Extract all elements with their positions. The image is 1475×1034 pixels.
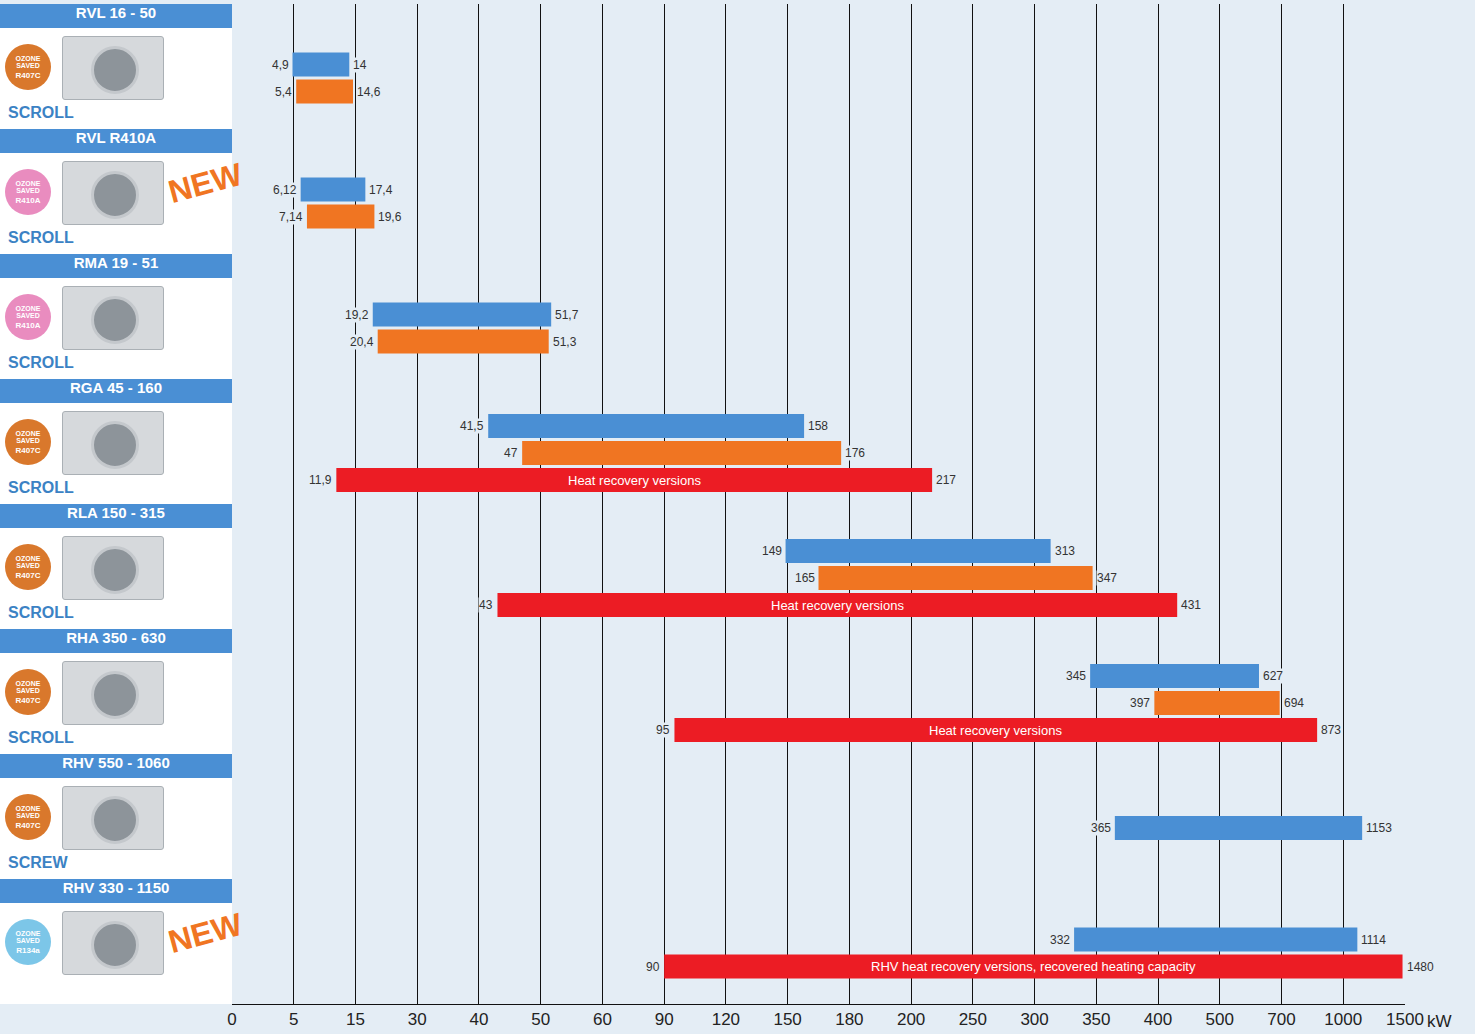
svg-text:500: 500 bbox=[1206, 1010, 1234, 1029]
svg-text:149: 149 bbox=[762, 544, 782, 558]
html-text:OZONE SAVED: OZONE SAVED bbox=[15, 929, 41, 944]
svg-text:20,4: 20,4 bbox=[350, 335, 374, 349]
svg-text:95: 95 bbox=[656, 723, 670, 737]
svg-text:350: 350 bbox=[1082, 1010, 1110, 1029]
html-text:SCROLL: SCROLL bbox=[8, 104, 74, 121]
svg-text:365: 365 bbox=[1091, 821, 1111, 835]
html-text:OZONE SAVED: OZONE SAVED bbox=[15, 679, 41, 694]
svg-text:47: 47 bbox=[504, 446, 518, 460]
html-text:RMA 19 - 51: RMA 19 - 51 bbox=[73, 254, 159, 271]
html-text:NEW: NEW bbox=[164, 906, 246, 961]
svg-text:11,9: 11,9 bbox=[309, 473, 332, 487]
svg-text:1153: 1153 bbox=[1366, 821, 1392, 835]
svg-text:17,4: 17,4 bbox=[369, 183, 393, 197]
html-text:RVL 16 - 50: RVL 16 - 50 bbox=[75, 4, 157, 21]
svg-text:41,5: 41,5 bbox=[460, 419, 484, 433]
html-text:RHV 550 - 1060: RHV 550 - 1060 bbox=[62, 754, 170, 771]
html-text:RHV 330 - 1150: RHV 330 - 1150 bbox=[62, 879, 170, 896]
html-text:R407C: R407C bbox=[15, 70, 41, 80]
html-text:NEW: NEW bbox=[164, 156, 246, 211]
svg-text:158: 158 bbox=[808, 419, 828, 433]
svg-text:6,12: 6,12 bbox=[273, 183, 297, 197]
html-text:OZONE SAVED: OZONE SAVED bbox=[15, 429, 41, 444]
svg-text:873: 873 bbox=[1321, 723, 1341, 737]
html-text:SCROLL: SCROLL bbox=[8, 729, 74, 746]
svg-text:5: 5 bbox=[289, 1010, 298, 1029]
html-text:SCROLL: SCROLL bbox=[8, 479, 74, 496]
html-text:SCROLL: SCROLL bbox=[8, 354, 74, 371]
svg-text:176: 176 bbox=[845, 446, 865, 460]
html-text:OZONE SAVED: OZONE SAVED bbox=[15, 54, 41, 69]
html-text:RGA 45 - 160: RGA 45 - 160 bbox=[70, 379, 162, 396]
html-text:R134a: R134a bbox=[16, 945, 40, 955]
html-text:RVL R410A: RVL R410A bbox=[75, 129, 157, 146]
svg-text:1000: 1000 bbox=[1324, 1010, 1362, 1029]
html-text:OZONE SAVED: OZONE SAVED bbox=[15, 179, 41, 194]
html-text:OZONE SAVED: OZONE SAVED bbox=[15, 304, 41, 319]
svg-text:150: 150 bbox=[773, 1010, 801, 1029]
html-text:SCROLL: SCROLL bbox=[8, 604, 74, 621]
svg-text:19,2: 19,2 bbox=[345, 308, 369, 322]
html-text:R407C: R407C bbox=[15, 570, 41, 580]
html-text:RHA 350 - 630: RHA 350 - 630 bbox=[66, 629, 166, 646]
svg-text:51,3: 51,3 bbox=[553, 335, 577, 349]
html-text:R407C: R407C bbox=[15, 820, 41, 830]
svg-text:90: 90 bbox=[646, 960, 660, 974]
svg-text:Heat recovery versions: Heat recovery versions bbox=[929, 723, 1062, 738]
html-text:OZONE SAVED: OZONE SAVED bbox=[15, 554, 41, 569]
svg-text:250: 250 bbox=[959, 1010, 987, 1029]
svg-text:14: 14 bbox=[353, 58, 367, 72]
html-text:SCREW: SCREW bbox=[8, 854, 68, 871]
svg-text:700: 700 bbox=[1267, 1010, 1295, 1029]
svg-text:313: 313 bbox=[1055, 544, 1075, 558]
html-text:R410A: R410A bbox=[15, 195, 41, 205]
svg-text:Heat recovery versions: Heat recovery versions bbox=[771, 598, 904, 613]
svg-text:43: 43 bbox=[479, 598, 493, 612]
svg-text:332: 332 bbox=[1050, 933, 1070, 947]
svg-text:0: 0 bbox=[227, 1010, 236, 1029]
svg-text:19,6: 19,6 bbox=[378, 210, 402, 224]
svg-text:347: 347 bbox=[1097, 571, 1117, 585]
svg-text:30: 30 bbox=[408, 1010, 427, 1029]
svg-text:5,4: 5,4 bbox=[275, 85, 292, 99]
svg-text:50: 50 bbox=[531, 1010, 550, 1029]
svg-text:90: 90 bbox=[655, 1010, 674, 1029]
svg-text:345: 345 bbox=[1066, 669, 1086, 683]
svg-text:694: 694 bbox=[1284, 696, 1304, 710]
svg-text:400: 400 bbox=[1144, 1010, 1172, 1029]
svg-text:15: 15 bbox=[346, 1010, 365, 1029]
svg-text:1480: 1480 bbox=[1407, 960, 1434, 974]
svg-text:60: 60 bbox=[593, 1010, 612, 1029]
svg-text:7,14: 7,14 bbox=[279, 210, 303, 224]
svg-text:120: 120 bbox=[712, 1010, 740, 1029]
html-text:R407C: R407C bbox=[15, 445, 41, 455]
svg-text:4,9: 4,9 bbox=[272, 58, 289, 72]
html-text:SCROLL: SCROLL bbox=[8, 229, 74, 246]
svg-text:217: 217 bbox=[936, 473, 956, 487]
svg-text:627: 627 bbox=[1263, 669, 1283, 683]
svg-text:200: 200 bbox=[897, 1010, 925, 1029]
html-text:R407C: R407C bbox=[15, 695, 41, 705]
svg-text:1500: 1500 bbox=[1386, 1010, 1424, 1029]
svg-text:300: 300 bbox=[1020, 1010, 1048, 1029]
html-text:R410A: R410A bbox=[15, 320, 41, 330]
svg-text:kW: kW bbox=[1427, 1012, 1452, 1031]
svg-text:165: 165 bbox=[795, 571, 815, 585]
svg-text:1114: 1114 bbox=[1361, 933, 1386, 947]
svg-text:RHV heat recovery versions, re: RHV heat recovery versions, recovered he… bbox=[871, 959, 1196, 974]
svg-text:51,7: 51,7 bbox=[555, 308, 579, 322]
html-text:OZONE SAVED: OZONE SAVED bbox=[15, 804, 41, 819]
svg-text:397: 397 bbox=[1130, 696, 1150, 710]
svg-text:14,6: 14,6 bbox=[357, 85, 381, 99]
svg-text:431: 431 bbox=[1181, 598, 1201, 612]
svg-text:Heat recovery versions: Heat recovery versions bbox=[568, 473, 701, 488]
svg-text:180: 180 bbox=[835, 1010, 863, 1029]
html-text:RLA 150 - 315: RLA 150 - 315 bbox=[67, 504, 165, 521]
svg-text:40: 40 bbox=[469, 1010, 488, 1029]
